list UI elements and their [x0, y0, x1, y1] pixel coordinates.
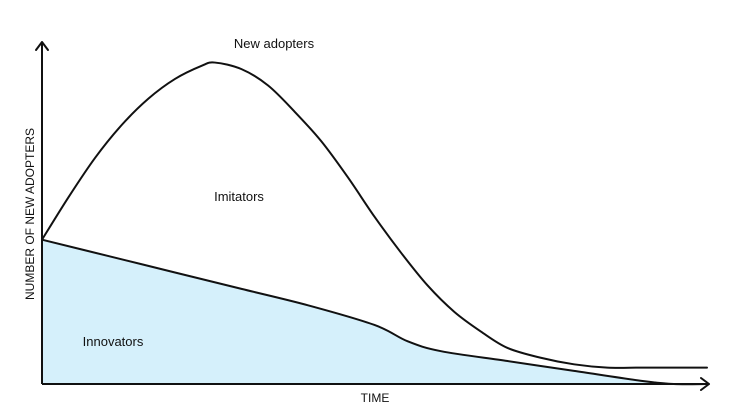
- x-axis-arrow-icon: [700, 377, 710, 391]
- annotation-new-adopters: New adopters: [234, 36, 315, 51]
- axes-layer: [35, 41, 710, 391]
- y-axis-label: NUMBER OF NEW ADOPTERS: [23, 128, 37, 300]
- y-axis-arrow-icon: [35, 41, 49, 51]
- annotation-imitators: Imitators: [214, 189, 264, 204]
- annotation-innovators: Innovators: [83, 334, 144, 349]
- plot-layer: [41, 61, 708, 386]
- new-adopters-line: [41, 61, 708, 369]
- innovators-area: [42, 239, 707, 385]
- innovators-boundary-line: [41, 238, 708, 386]
- labels-layer: TIME NUMBER OF NEW ADOPTERS New adopters Im…: [23, 36, 389, 405]
- x-axis-label: TIME: [361, 391, 390, 405]
